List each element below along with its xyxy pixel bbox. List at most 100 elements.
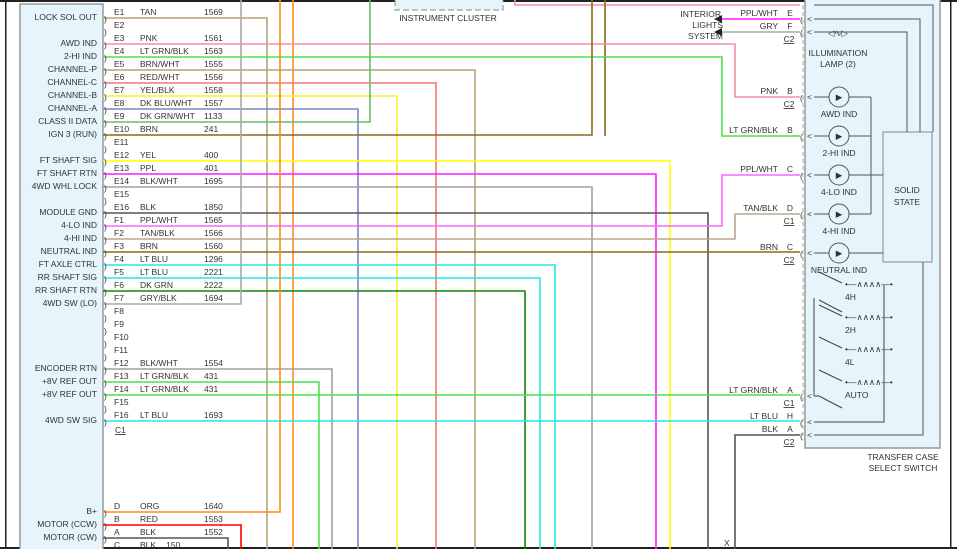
wire-color: ORG — [140, 501, 159, 511]
switch-wire-color: LT BLU — [750, 411, 778, 421]
circuit-number: 1557 — [204, 98, 223, 108]
wire-color: BLK/WHT — [140, 358, 178, 368]
pin-function: 4-HI IND — [64, 233, 97, 243]
internal-wire — [814, 18, 921, 132]
pin-function: MOTOR (CW) — [43, 532, 97, 542]
connector-bracket: ) — [104, 508, 107, 518]
pin-number: E8 — [114, 98, 125, 108]
switch-pin: D — [787, 203, 793, 213]
pin-function: B+ — [86, 506, 97, 516]
switch-connector: C1 — [784, 216, 795, 226]
circuit-number: 1693 — [204, 410, 223, 420]
pin-number: B — [114, 514, 120, 524]
pin-number: F12 — [114, 358, 129, 368]
wire-f12 — [103, 368, 333, 549]
wire-color: LT BLU — [140, 267, 168, 277]
transfer-case-label: SELECT SWITCH — [869, 463, 938, 473]
wire-color: LT GRN/BLK — [140, 371, 189, 381]
pin-function: MOTOR (CCW) — [37, 519, 97, 529]
connector-arrow-icon: < — [807, 391, 812, 401]
connector-bracket: ) — [104, 196, 107, 206]
connector-bracket: ) — [104, 300, 107, 310]
diode-icon: ▶ — [836, 92, 843, 102]
switch-wire-color: LT GRN/BLK — [729, 385, 778, 395]
connector-bracket: ) — [104, 27, 107, 37]
diode-icon: ▶ — [836, 131, 843, 141]
wire-e5 — [103, 69, 476, 549]
wire-color: PNK — [140, 33, 158, 43]
instrument-cluster-box — [394, 0, 504, 11]
switch-wire-color: LT GRN/BLK — [729, 125, 778, 135]
connector-bracket: ) — [104, 521, 107, 531]
internal-wire — [814, 4, 934, 132]
circuit-number: 1556 — [204, 72, 223, 82]
pin-function: IGN 3 (RUN) — [48, 129, 97, 139]
switch-pin: E — [787, 8, 793, 18]
wire-color: BLK — [140, 527, 156, 537]
connector-bracket: ) — [104, 14, 107, 24]
circuit-number: 1695 — [204, 176, 223, 186]
pin-number: E7 — [114, 85, 125, 95]
pin-number: E13 — [114, 163, 129, 173]
circuit-number: 1561 — [204, 33, 223, 43]
connector-arrow-icon: < — [807, 417, 812, 427]
pin-function: 2-HI IND — [64, 51, 97, 61]
pin-function: +8V REF OUT — [42, 376, 97, 386]
connector-bracket: ( — [800, 431, 803, 441]
transfer-case-label: TRANSFER CASE — [867, 452, 939, 462]
switch-connector: C2 — [784, 255, 795, 265]
connector-arrow-icon: < — [807, 248, 812, 258]
indicator-label: 4-HI IND — [822, 226, 855, 236]
pin-function: RR SHAFT RTN — [35, 285, 97, 295]
wire-top-pink — [514, 0, 800, 6]
wire-color: YEL/BLK — [140, 85, 175, 95]
circuit-number: 1554 — [204, 358, 223, 368]
wire-e16 — [103, 212, 709, 549]
resistor-icon: •—∧∧∧∧—• — [845, 279, 893, 289]
circuit-number: 431 — [204, 384, 218, 394]
pin-number: E1 — [114, 7, 125, 17]
switch-connector: C2 — [784, 34, 795, 44]
switch-connector: C2 — [784, 99, 795, 109]
wire-color: DK BLU/WHT — [140, 98, 192, 108]
connector-c1-label: C1 — [115, 425, 126, 435]
pin-function: NEUTRAL IND — [41, 246, 97, 256]
connector-bracket: ) — [104, 118, 107, 128]
pin-number: F8 — [114, 306, 124, 316]
pin-number: D — [114, 501, 120, 511]
pin-number: F1 — [114, 215, 124, 225]
pin-number: A — [114, 527, 120, 537]
indicator-label: 4-LO IND — [821, 187, 857, 197]
wire-d — [103, 0, 281, 513]
pin-number: E14 — [114, 176, 129, 186]
switch-wire-color: GRY — [760, 21, 779, 31]
wire-e12 — [103, 160, 671, 549]
wire-color: BRN — [140, 124, 158, 134]
connector-bracket: ) — [104, 287, 107, 297]
interior-lights-label: SYSTEM — [688, 31, 723, 41]
connector-bracket: ) — [104, 261, 107, 271]
wire-color: GRY/BLK — [140, 293, 177, 303]
wire-e8 — [103, 108, 359, 549]
wire-color: BLK/WHT — [140, 176, 178, 186]
switch-pin: H — [787, 411, 793, 421]
wire-color: LT GRN/BLK — [140, 46, 189, 56]
wire-f5 — [103, 277, 541, 549]
switch-connector: C2 — [784, 437, 795, 447]
wire-e9 — [103, 0, 371, 123]
splice-label: X — [724, 538, 730, 548]
pin-function: CHANNEL-B — [48, 90, 97, 100]
resistor-icon: •—∧∧∧∧—• — [845, 312, 893, 322]
pin-function: FT SHAFT SIG — [40, 155, 97, 165]
connector-bracket: ) — [104, 105, 107, 115]
pin-number: E15 — [114, 189, 129, 199]
connector-bracket: ( — [800, 249, 803, 259]
wire-f4 — [103, 264, 556, 549]
switch-pin: C — [787, 242, 793, 252]
pin-number: E5 — [114, 59, 125, 69]
pin-number: F9 — [114, 319, 124, 329]
wire-color: LT BLU — [140, 254, 168, 264]
connector-arrow-icon: < — [807, 14, 812, 24]
connector-bracket: ) — [104, 40, 107, 50]
wire-color: LT GRN/BLK — [140, 384, 189, 394]
